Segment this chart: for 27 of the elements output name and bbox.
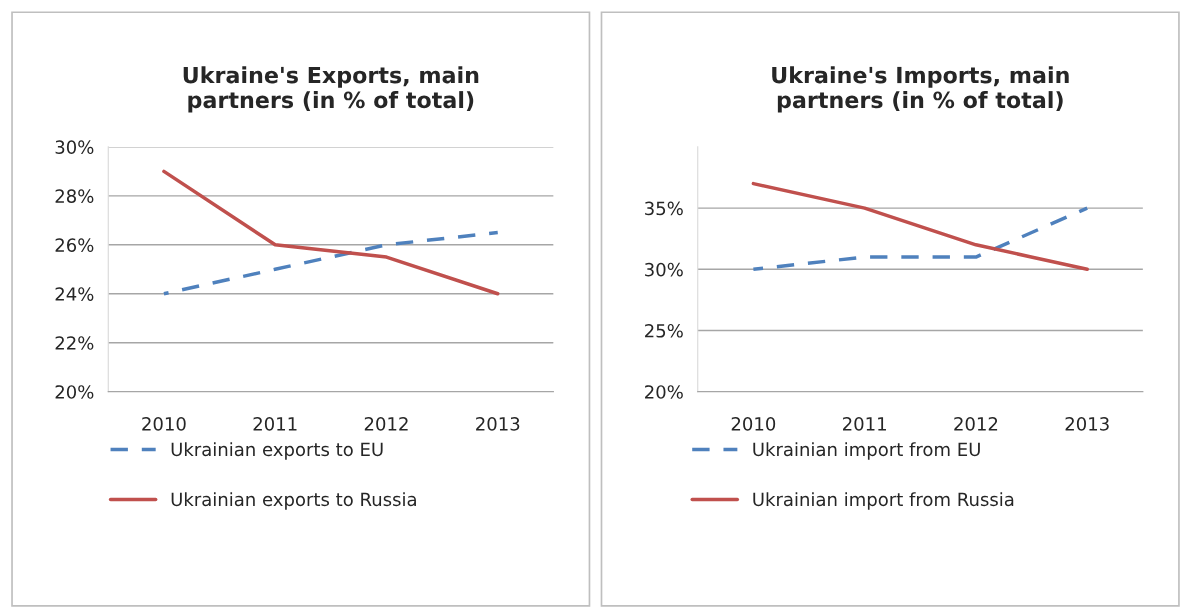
chart-title: Ukraine's Imports, main partners (in % of total)	[772, 66, 1069, 113]
x-tick-label: 2010	[731, 417, 776, 431]
y-tick-label: 35%	[645, 201, 683, 216]
x-tick-label: 2013	[476, 417, 520, 431]
line-series	[162, 169, 500, 296]
legend-label: Ukrainian import from Russia	[753, 492, 1014, 510]
y-tick-label: 28%	[55, 189, 94, 203]
legend-label: Ukrainian exports to Russia	[171, 492, 416, 510]
y-tick-label: 20%	[55, 385, 94, 399]
line-series	[162, 230, 500, 296]
y-tick-label: 24%	[55, 287, 94, 301]
y-tick-label: 22%	[55, 336, 94, 350]
x-tick-label: 2012	[954, 417, 998, 431]
x-tick-label: 2010	[142, 417, 186, 431]
x-tick-label: 2011	[253, 417, 297, 431]
x-tick-label: 2012	[364, 417, 408, 431]
x-tick-label: 2011	[843, 417, 886, 431]
x-tick-label: 2013	[1065, 417, 1109, 431]
legend-label: Ukrainian import from EU	[753, 442, 980, 460]
y-tick-label: 20%	[645, 385, 683, 399]
legend-label: Ukrainian exports to EU	[171, 442, 383, 460]
y-tick-label: 30%	[55, 140, 94, 154]
y-tick-label: 30%	[645, 262, 683, 277]
line-series	[751, 181, 1089, 272]
chart-title: Ukraine's Exports, main partners (in % of total)	[183, 66, 479, 113]
y-tick-label: 26%	[55, 238, 94, 252]
y-tick-label: 25%	[645, 323, 683, 338]
